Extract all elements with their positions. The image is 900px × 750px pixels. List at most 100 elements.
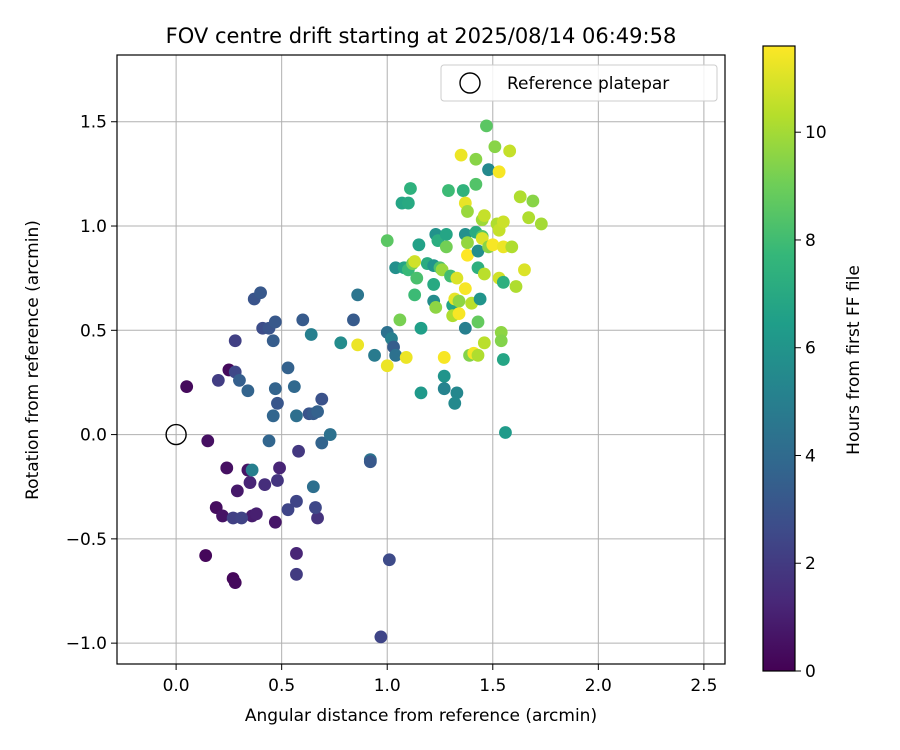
grid [117, 55, 725, 664]
data-point [450, 271, 464, 285]
x-axis-label: Angular distance from reference (arcmin) [245, 706, 597, 726]
data-point [199, 549, 213, 562]
data-point [492, 165, 506, 179]
data-point [427, 278, 441, 291]
data-point [281, 361, 295, 375]
data-point [503, 144, 517, 158]
data-point [306, 480, 320, 494]
colorbar-tick-label: 0 [805, 662, 816, 682]
x-tick-label: 0.0 [163, 676, 190, 696]
data-point [296, 313, 310, 327]
data-point [461, 236, 474, 250]
data-point [509, 280, 523, 293]
data-point [315, 392, 329, 406]
data-point [477, 267, 491, 281]
data-point [488, 140, 502, 154]
data-point [442, 184, 455, 197]
legend-label: Reference platepar [507, 74, 669, 94]
data-point [496, 353, 510, 366]
colorbar: 0 2 4 6 8 10 Hours from first FF file [762, 45, 864, 682]
data-point [347, 313, 360, 327]
data-point [473, 292, 487, 306]
y-tick-label: 0.0 [80, 426, 107, 446]
data-point [471, 348, 485, 362]
data-point [374, 630, 388, 644]
data-point [499, 426, 512, 439]
y-tick-label: 0.5 [80, 321, 107, 341]
y-tick-label: 1.5 [80, 113, 107, 133]
data-point [437, 369, 451, 383]
data-point [382, 553, 396, 567]
data-point [241, 384, 255, 398]
data-point [448, 396, 462, 410]
data-point [412, 238, 426, 252]
data-point [518, 263, 531, 277]
data-point [439, 227, 453, 241]
data-point [230, 484, 244, 498]
data-point [414, 321, 428, 335]
data-point [458, 282, 472, 295]
data-point [450, 386, 464, 400]
data-point [216, 509, 229, 523]
data-point [461, 248, 474, 262]
data-point [471, 315, 485, 329]
data-point [461, 205, 474, 218]
data-point [290, 567, 303, 581]
plot-frame [116, 54, 726, 665]
data-point [311, 511, 324, 525]
x-tick-label: 2.0 [585, 676, 612, 696]
reference-marker-group [165, 423, 187, 446]
data-point [408, 255, 422, 268]
data-point [522, 211, 536, 225]
x-tick-label: 1.0 [374, 676, 401, 696]
data-point [404, 182, 417, 195]
data-point [287, 380, 301, 394]
data-point [201, 434, 215, 448]
x-tick-label: 0.5 [268, 676, 295, 696]
data-point [496, 275, 510, 289]
scatter-points [180, 119, 548, 644]
data-point [482, 163, 495, 177]
data-point [389, 348, 403, 362]
colorbar-tick-label: 2 [805, 554, 816, 574]
data-point [228, 334, 242, 348]
colorbar-tick-label: 10 [805, 123, 827, 143]
data-point [513, 190, 527, 204]
data-point [486, 238, 500, 252]
data-point [452, 294, 466, 308]
data-point [311, 405, 324, 419]
legend-box [440, 64, 718, 102]
data-point [437, 351, 451, 364]
data-point [258, 478, 272, 492]
data-point [439, 240, 453, 254]
data-point [271, 396, 284, 410]
data-point [235, 511, 248, 525]
data-point [526, 194, 540, 208]
data-point [458, 321, 472, 335]
colorbar-tick-label: 6 [805, 339, 816, 359]
data-point [380, 359, 394, 373]
data-point [228, 576, 242, 590]
colorbar-gradient [762, 45, 796, 672]
data-point [456, 184, 470, 197]
chart-title: FOV centre drift starting at 2025/08/14 … [166, 24, 677, 48]
data-point [469, 152, 483, 166]
data-point [496, 215, 510, 229]
x-tick-label: 1.5 [479, 676, 506, 696]
data-point [408, 288, 422, 302]
data-point [323, 428, 337, 441]
data-point [266, 334, 280, 348]
data-point [399, 351, 413, 364]
data-point [401, 196, 415, 210]
data-point [471, 244, 485, 258]
data-point [534, 217, 548, 231]
data-point [245, 463, 259, 477]
data-point [233, 373, 246, 387]
data-point [271, 474, 284, 487]
data-point [505, 240, 519, 254]
colorbar-ticks: 0 2 4 6 8 10 [795, 123, 827, 682]
y-tick-label: −1.0 [66, 634, 107, 654]
data-point [452, 307, 466, 321]
x-tick-label: 2.5 [690, 676, 717, 696]
